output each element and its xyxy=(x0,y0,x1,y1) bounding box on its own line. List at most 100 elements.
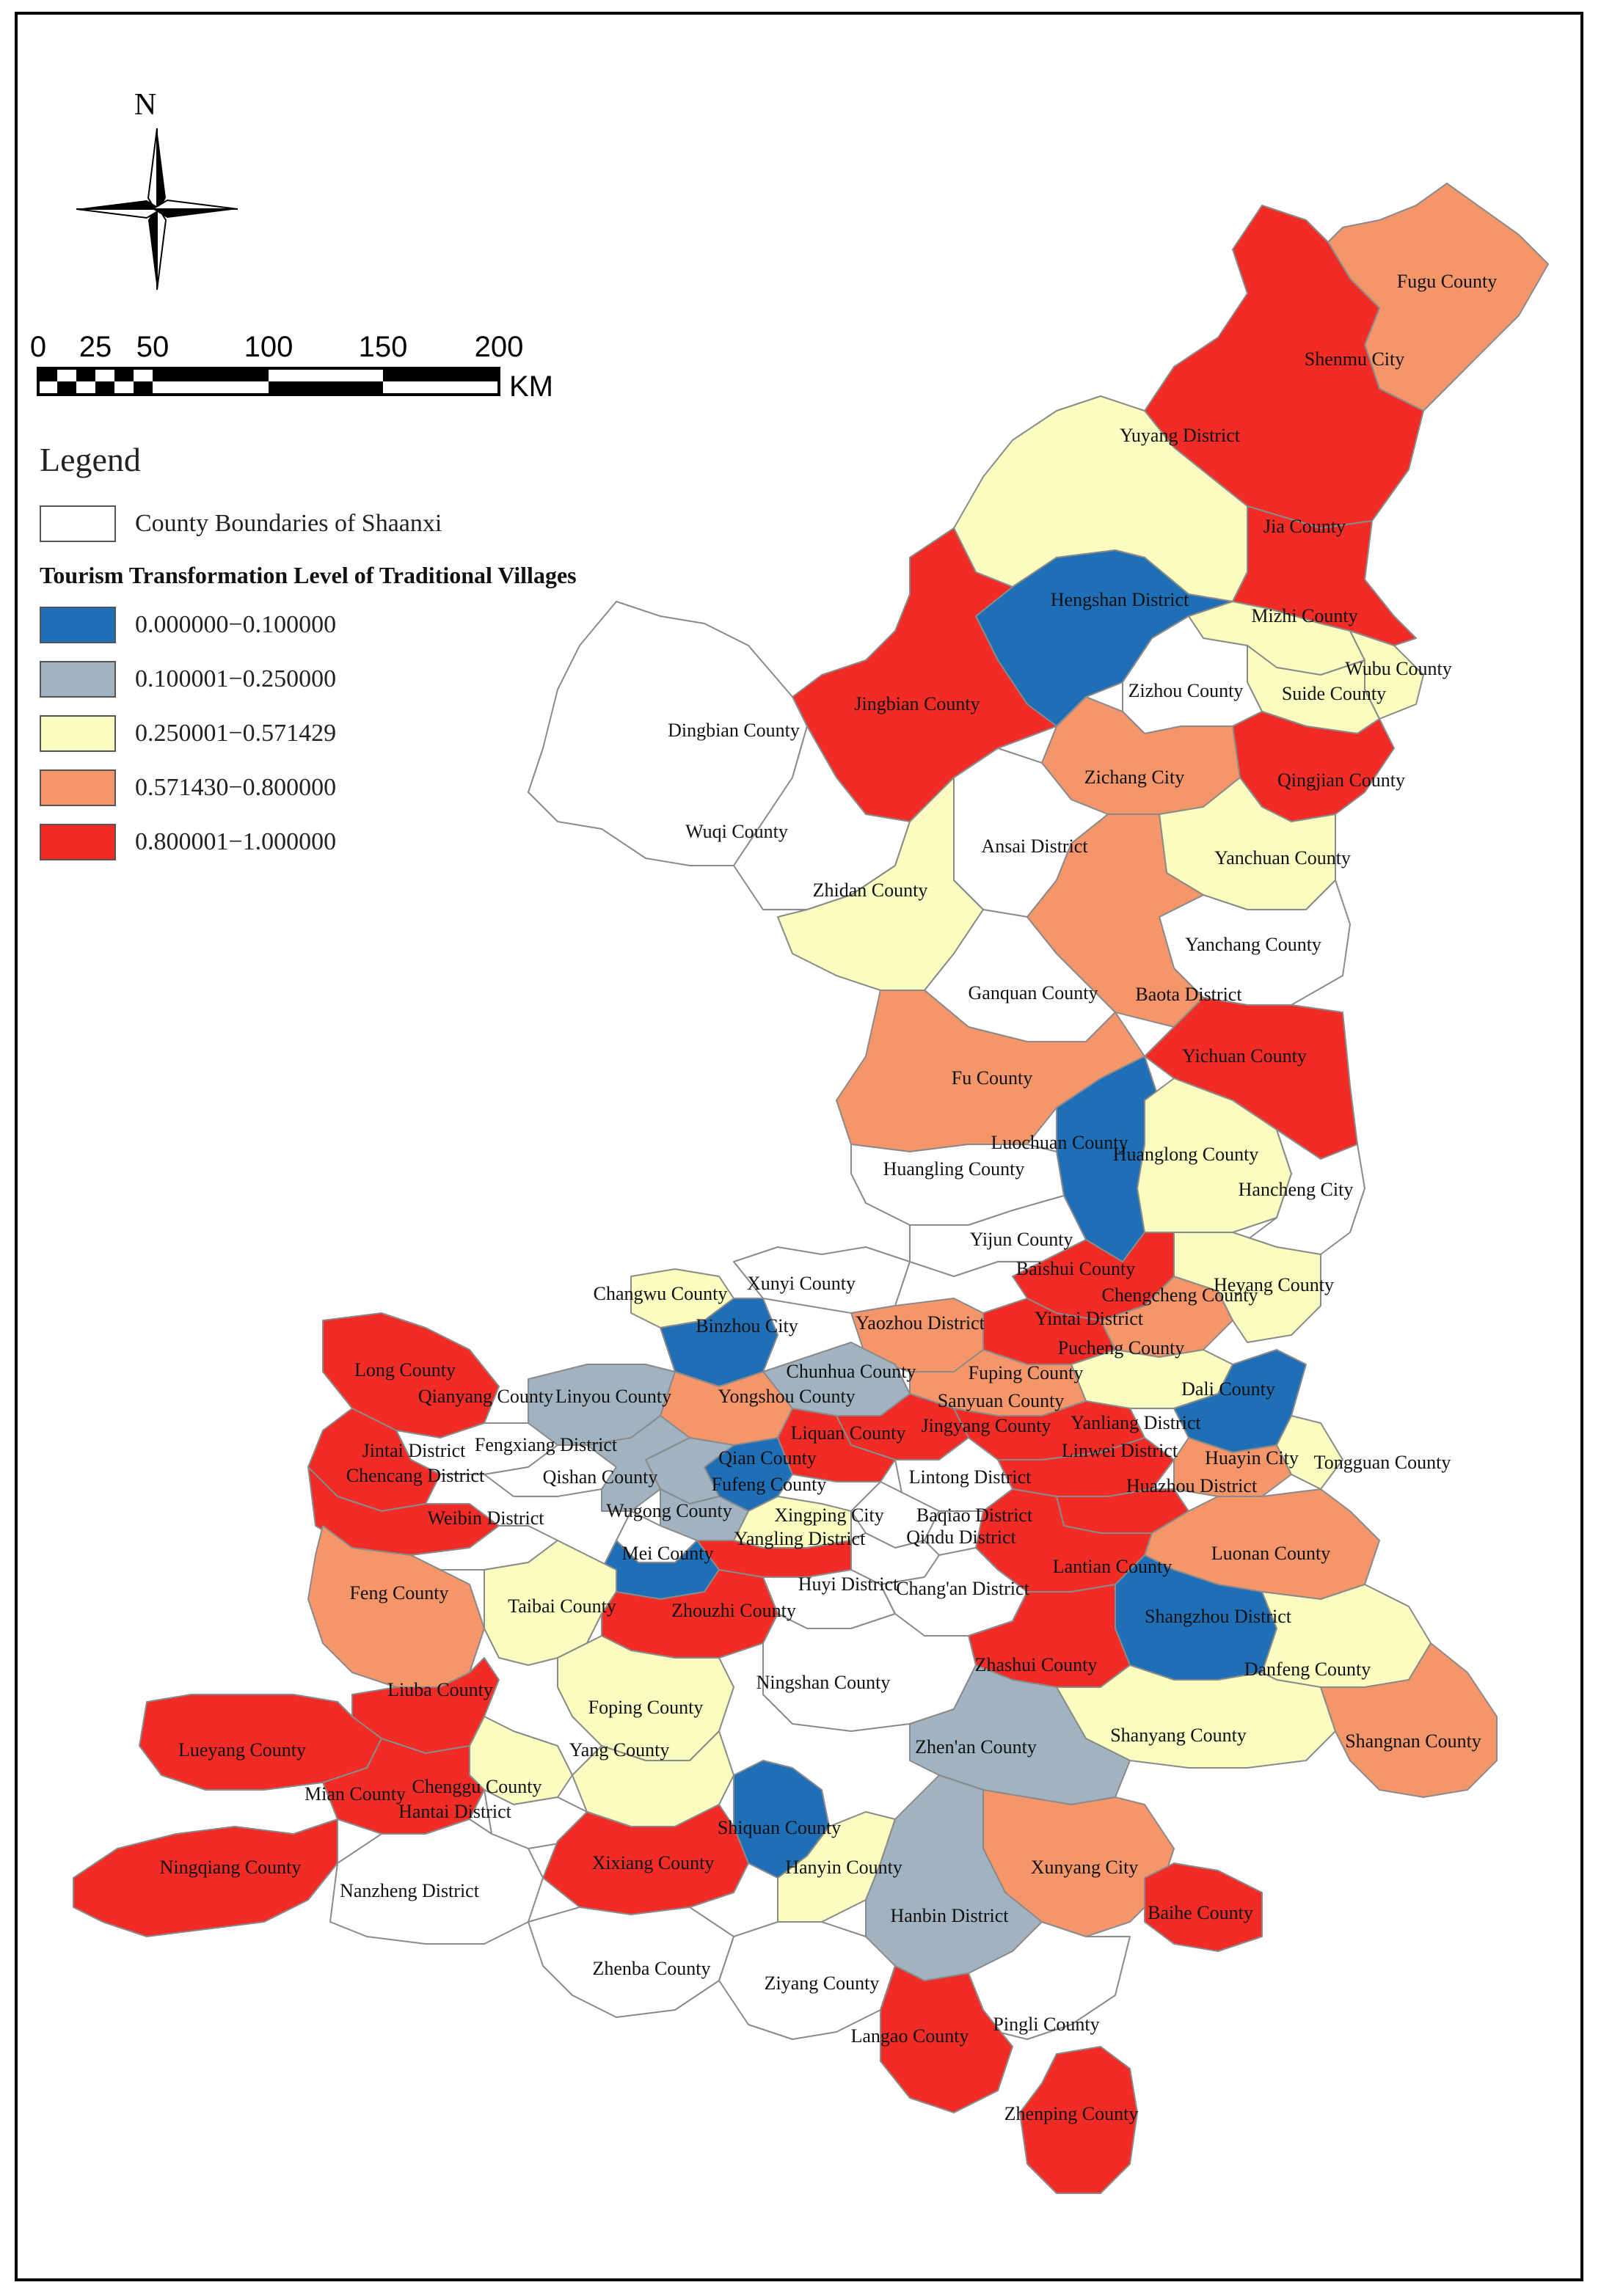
region-baota xyxy=(1026,814,1204,1028)
county-label: Zhouzhi County xyxy=(671,1600,796,1621)
county-label: Yichuan County xyxy=(1182,1045,1307,1067)
county-label: Feng County xyxy=(349,1582,448,1604)
region-shangnan xyxy=(1320,1642,1498,1798)
county-label: Baqiao District xyxy=(916,1505,1033,1526)
county-label: Taibai County xyxy=(508,1595,616,1617)
county-label: Jingyang County xyxy=(922,1415,1051,1436)
legend-swatch-4 xyxy=(40,824,116,860)
county-label: Fufeng County xyxy=(712,1474,827,1495)
county-label: Hanyin County xyxy=(785,1857,902,1878)
county-label: Dali County xyxy=(1181,1378,1275,1400)
map-frame xyxy=(15,12,1583,2281)
county-label: Tongguan County xyxy=(1314,1452,1451,1473)
county-label: Chunhua County xyxy=(787,1361,916,1382)
county-label: Fengxiang District xyxy=(475,1434,618,1455)
county-label: Danfeng County xyxy=(1244,1659,1371,1680)
county-label: Yanchang County xyxy=(1185,934,1321,955)
county-label: Hengshan District xyxy=(1051,589,1189,610)
county-label: Chencang District xyxy=(346,1465,485,1486)
county-label: Zhashui County xyxy=(975,1654,1098,1675)
legend-subtitle: Tourism Transformation Level of Traditio… xyxy=(40,562,577,588)
county-label: Huayin City xyxy=(1205,1447,1299,1469)
county-label: Linwei District xyxy=(1062,1440,1178,1461)
county-label: Linyou County xyxy=(555,1386,671,1407)
county-label: Shangnan County xyxy=(1345,1730,1481,1752)
county-label: Qingjian County xyxy=(1277,769,1405,791)
county-label: Shangzhou District xyxy=(1145,1606,1292,1627)
county-label: Yuyang District xyxy=(1120,425,1241,446)
county-label: Baishui County xyxy=(1016,1258,1136,1279)
county-label: Huangling County xyxy=(883,1158,1025,1180)
county-label: Yang County xyxy=(569,1739,670,1761)
region-wuqi xyxy=(733,725,911,910)
region-xunyi xyxy=(733,1246,911,1314)
region-heyang xyxy=(1173,1232,1321,1343)
county-label: Huyi District xyxy=(798,1573,899,1595)
county-label: Zhenping County xyxy=(1004,2103,1139,2124)
county-label: Ningqiang County xyxy=(160,1857,302,1878)
county-polygons xyxy=(73,183,1549,2194)
county-label: Chenggu County xyxy=(412,1776,542,1797)
county-label: Dingbian County xyxy=(668,720,800,741)
legend-class-0: 0.000000−0.100000 xyxy=(40,606,336,644)
scale-tick-150: 150 xyxy=(359,331,408,363)
county-label: Yijun County xyxy=(970,1229,1073,1250)
county-label: Mei County xyxy=(622,1543,714,1564)
county-label: Lueyang County xyxy=(178,1739,306,1761)
county-label: Suide County xyxy=(1282,683,1386,704)
legend-label-2: 0.250001−0.571429 xyxy=(135,720,337,747)
county-label: Xunyi County xyxy=(747,1273,856,1294)
county-label: Baota District xyxy=(1135,984,1242,1005)
county-label: Wuqi County xyxy=(685,821,788,842)
legend-swatch-2 xyxy=(40,715,116,752)
county-label: Xunyang City xyxy=(1031,1857,1139,1878)
county-label: Ganquan County xyxy=(969,982,1098,1003)
county-label: Fu County xyxy=(952,1067,1033,1089)
county-label: Huazhou District xyxy=(1126,1475,1258,1496)
county-labels: Fugu County Shenmu City Yuyang District Jia… xyxy=(160,271,1498,2124)
legend-swatch-1 xyxy=(40,661,116,698)
county-label: Jia County xyxy=(1263,516,1346,537)
county-label: Long County xyxy=(354,1359,456,1381)
county-label: Yanliang District xyxy=(1071,1412,1201,1433)
scale-tick-100: 100 xyxy=(244,331,293,363)
north-arrow-icon: N xyxy=(76,88,238,290)
county-label: Xingping City xyxy=(774,1505,884,1526)
county-label: Wubu County xyxy=(1345,658,1452,679)
county-label: Hantai District xyxy=(398,1801,512,1822)
county-label: Fugu County xyxy=(1397,271,1498,292)
county-label: Nanzheng District xyxy=(340,1880,480,1901)
county-label: Jintai District xyxy=(362,1440,467,1461)
legend-swatch-0 xyxy=(40,607,116,643)
county-label: Qishan County xyxy=(543,1466,658,1488)
legend-class-3: 0.571430−0.800000 xyxy=(40,769,336,807)
county-label: Liquan County xyxy=(791,1422,906,1444)
legend-class-4: 0.800001−1.000000 xyxy=(40,823,336,861)
county-label: Huanglong County xyxy=(1113,1144,1259,1165)
legend-swatch-3 xyxy=(40,769,116,806)
county-label: Binzhou City xyxy=(696,1315,798,1337)
county-label: Shiquan County xyxy=(718,1817,841,1838)
region-nanzheng xyxy=(329,1818,544,1945)
county-label: Yanchuan County xyxy=(1214,847,1351,869)
county-label: Yintai District xyxy=(1035,1308,1144,1329)
region-baihe xyxy=(1144,1862,1263,1952)
county-label: Jingbian County xyxy=(854,693,980,714)
scale-bar: 0 25 50 100 150 200 KM xyxy=(30,331,553,403)
county-label: Luochuan County xyxy=(991,1132,1128,1153)
county-label: Heyang County xyxy=(1214,1274,1334,1295)
county-label: Zhen'an County xyxy=(915,1736,1037,1758)
county-label: Hancheng City xyxy=(1239,1179,1354,1200)
county-label: Zhenba County xyxy=(592,1958,710,1979)
legend-class-1: 0.100001−0.250000 xyxy=(40,660,336,698)
county-label: Lantian County xyxy=(1053,1556,1172,1577)
scale-tick-0: 0 xyxy=(30,331,46,363)
legend-class-2: 0.250001−0.571429 xyxy=(40,714,336,753)
scale-tick-50: 50 xyxy=(136,331,169,363)
scale-tick-200: 200 xyxy=(475,331,524,363)
region-mian xyxy=(322,1738,485,1835)
county-label: Ningshan County xyxy=(756,1672,891,1693)
county-label: Zizhou County xyxy=(1128,680,1244,701)
county-label: Wugong County xyxy=(606,1500,732,1521)
county-label: Baihe County xyxy=(1148,1902,1253,1923)
